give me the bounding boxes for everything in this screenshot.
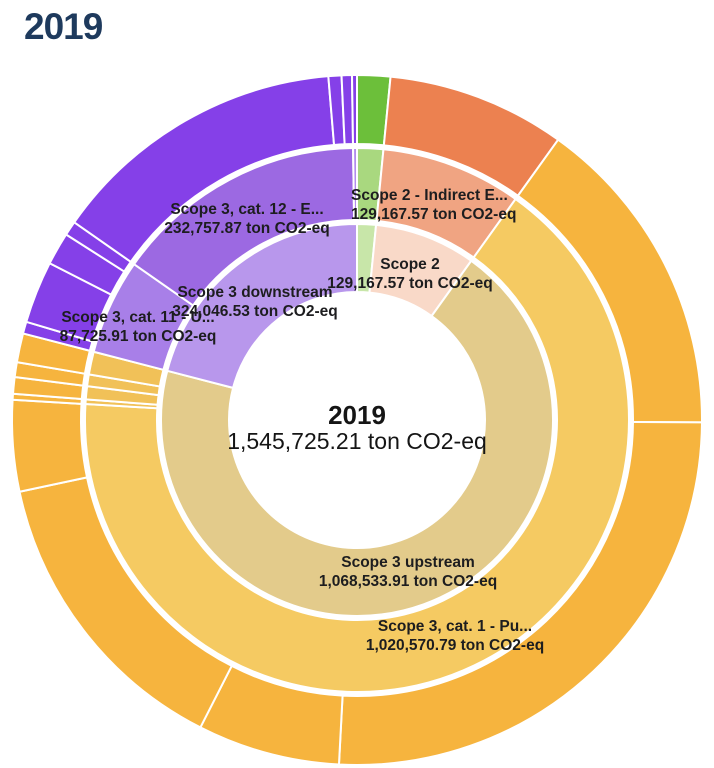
labels-layer: Scope 3, cat. 12 - E... 232,757.87 ton CO…: [60, 187, 545, 654]
center-label-group: 2019 1,545,725.21 ton CO2-eq: [227, 400, 487, 454]
sunburst-segment-category-2[interactable]: [84, 198, 631, 693]
center-total-label: 1,545,725.21 ton CO2-eq: [227, 428, 487, 454]
sunburst-segment-detail-18[interactable]: [351, 74, 358, 146]
segment-label-0: Scope 3, cat. 12 - E... 232,757.87 ton CO…: [164, 201, 329, 237]
segment-label-3: Scope 3 downstream 324,046.53 ton CO2-eq: [172, 284, 337, 320]
segment-label-4: Scope 3, cat. 11 - U... 87,725.91 ton CO2…: [60, 309, 217, 345]
segment-label-1: Scope 2 - Indirect E... 129,167.57 ton CO…: [351, 187, 516, 223]
segment-label-2: Scope 2 129,167.57 ton CO2-eq: [327, 256, 492, 292]
sunburst-segment-category-9[interactable]: [352, 147, 358, 222]
segment-label-5: Scope 3 upstream 1,068,533.91 ton CO2-eq: [319, 554, 497, 590]
segment-label-6: Scope 3, cat. 1 - Pu... 1,020,570.79 ton …: [366, 618, 544, 654]
segments-layer: [11, 74, 703, 766]
sunburst-segment-scope-2[interactable]: [160, 259, 554, 617]
page-title: 2019: [24, 6, 103, 47]
center-year-label: 2019: [328, 400, 386, 430]
sunburst-segment-scope-3[interactable]: [166, 223, 358, 389]
sunburst-segment-detail-6[interactable]: [11, 398, 89, 493]
